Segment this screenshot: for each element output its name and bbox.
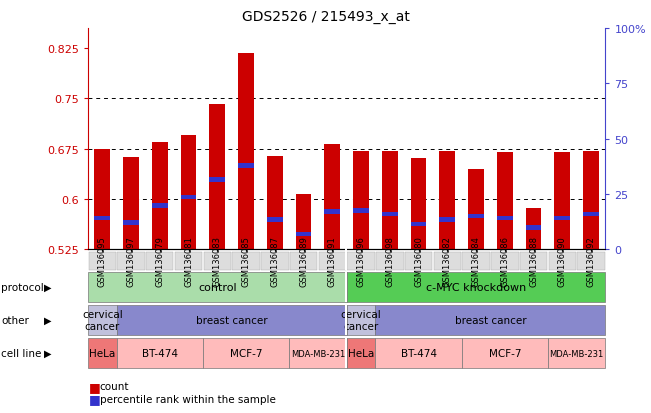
Bar	[152, 204, 168, 209]
Bar	[411, 158, 426, 250]
Bar	[210, 178, 225, 183]
Text: MDA-MB-231: MDA-MB-231	[549, 349, 604, 358]
Text: HeLa: HeLa	[348, 348, 374, 358]
Bar	[468, 214, 484, 219]
Text: GSM136083: GSM136083	[213, 235, 222, 287]
Text: GSM136095: GSM136095	[98, 236, 107, 286]
Bar	[382, 152, 398, 250]
Text: GSM136088: GSM136088	[529, 235, 538, 287]
Text: MCF-7: MCF-7	[230, 348, 262, 358]
Text: cell line: cell line	[1, 348, 42, 358]
Bar	[353, 152, 369, 250]
Text: cervical
cancer: cervical cancer	[82, 309, 122, 331]
Text: GSM136085: GSM136085	[242, 236, 251, 286]
Bar	[583, 152, 599, 250]
Text: MDA-MB-231: MDA-MB-231	[291, 349, 345, 358]
Text: control: control	[198, 282, 236, 292]
Text: GSM136091: GSM136091	[328, 236, 337, 286]
Text: BT-474: BT-474	[142, 348, 178, 358]
Text: count: count	[100, 381, 129, 391]
Bar	[267, 217, 283, 222]
Text: cervical
cancer: cervical cancer	[340, 309, 381, 331]
Text: protocol: protocol	[1, 282, 44, 292]
Bar	[468, 169, 484, 250]
Text: GSM136089: GSM136089	[299, 236, 308, 286]
Text: GSM136079: GSM136079	[156, 236, 164, 286]
Text: GSM136090: GSM136090	[558, 236, 567, 286]
Bar	[324, 209, 340, 214]
Text: GSM136081: GSM136081	[184, 236, 193, 286]
Text: GSM136082: GSM136082	[443, 236, 452, 286]
Text: breast cancer: breast cancer	[196, 315, 268, 325]
Bar	[439, 152, 455, 250]
Bar	[497, 153, 513, 250]
Text: ■: ■	[89, 380, 101, 393]
Text: BT-474: BT-474	[400, 348, 437, 358]
Text: c-MYC knockdown: c-MYC knockdown	[426, 282, 526, 292]
Text: percentile rank within the sample: percentile rank within the sample	[100, 394, 275, 404]
Bar	[94, 216, 110, 221]
Text: GSM136097: GSM136097	[126, 236, 135, 286]
Bar	[94, 150, 110, 250]
Text: MCF-7: MCF-7	[488, 348, 521, 358]
Text: GSM136092: GSM136092	[587, 236, 596, 286]
Text: ▶: ▶	[44, 348, 51, 358]
Bar	[180, 136, 197, 250]
Bar	[296, 194, 311, 250]
Text: GSM136098: GSM136098	[385, 236, 395, 286]
Text: GSM136087: GSM136087	[270, 235, 279, 287]
Text: ▶: ▶	[44, 315, 51, 325]
Text: GSM136086: GSM136086	[501, 235, 509, 287]
Bar	[267, 156, 283, 250]
Bar	[296, 232, 311, 237]
Text: GSM136080: GSM136080	[414, 236, 423, 286]
Bar	[382, 212, 398, 217]
Bar	[497, 216, 513, 221]
Bar	[525, 225, 542, 230]
Text: GSM136096: GSM136096	[357, 236, 365, 286]
Text: GDS2526 / 215493_x_at: GDS2526 / 215493_x_at	[242, 10, 409, 24]
Bar	[555, 153, 570, 250]
Bar	[123, 157, 139, 250]
Bar	[238, 54, 254, 250]
Bar	[123, 221, 139, 225]
Bar	[324, 145, 340, 250]
Text: ▶: ▶	[44, 282, 51, 292]
Text: HeLa: HeLa	[89, 348, 115, 358]
Bar	[525, 208, 542, 250]
Text: other: other	[1, 315, 29, 325]
Bar	[180, 195, 197, 200]
Bar	[152, 143, 168, 250]
Bar	[439, 217, 455, 222]
Text: breast cancer: breast cancer	[454, 315, 526, 325]
Bar	[555, 216, 570, 221]
Bar	[210, 104, 225, 250]
Bar	[353, 209, 369, 214]
Text: GSM136084: GSM136084	[471, 236, 480, 286]
Bar	[583, 212, 599, 217]
Bar	[411, 222, 426, 227]
Text: ■: ■	[89, 392, 101, 405]
Bar	[238, 164, 254, 169]
